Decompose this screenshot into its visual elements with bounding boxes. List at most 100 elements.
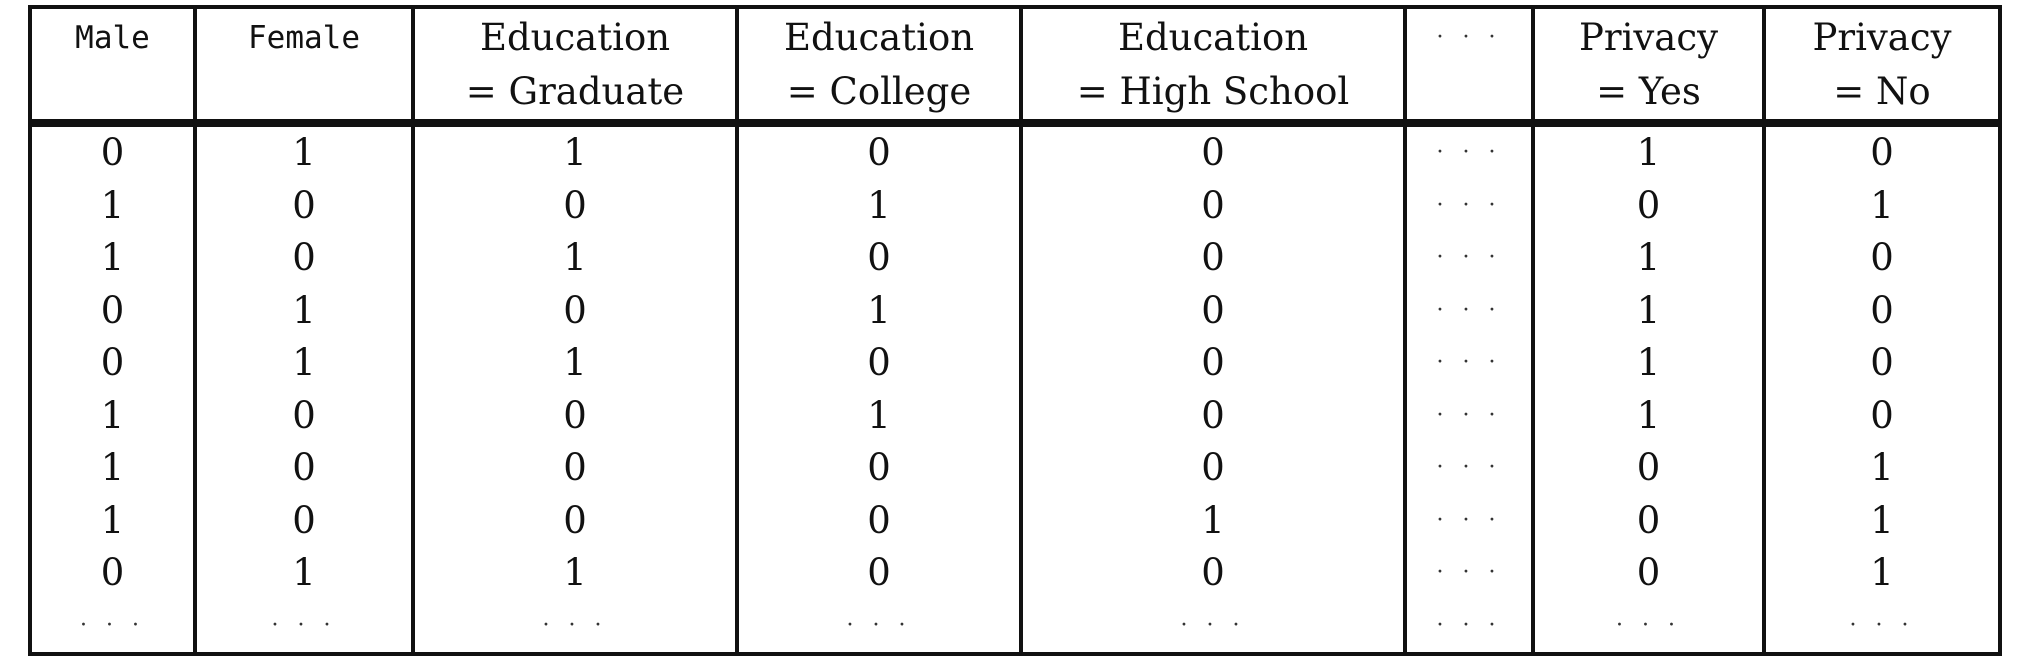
table-cell-ellipsis: · · · <box>1403 232 1535 285</box>
table-cell-privacy-yes: 0 <box>1531 494 1766 547</box>
table-row: 1 0 0 1 0 · · · 1 0 <box>28 389 2002 442</box>
table-cell-ellipsis: · · · <box>1403 442 1535 495</box>
table-row: 0 1 1 0 0 · · · 1 0 <box>28 123 2002 180</box>
table-cell-female: 1 <box>193 547 415 600</box>
column-header-education-high-school: Education = High School <box>1019 5 1407 127</box>
table-cell-education-high-school: 0 <box>1019 337 1407 390</box>
table-cell-education-college: 1 <box>735 284 1023 337</box>
table-cell-male: 1 <box>28 232 197 285</box>
table-cell-education-graduate: 1 <box>411 232 739 285</box>
table-cell-privacy-yes: · · · <box>1531 599 1766 656</box>
table-cell-education-graduate: 1 <box>411 337 739 390</box>
column-header-label: Privacy <box>1812 16 1952 59</box>
table-cell-ellipsis: · · · <box>1403 494 1535 547</box>
one-hot-encoding-table-container: Male Female Education = Graduate Education = … <box>28 5 2002 656</box>
table-cell-privacy-no: 1 <box>1762 179 2002 232</box>
table-cell-education-college: 0 <box>735 123 1023 180</box>
table-cell-privacy-yes: 1 <box>1531 284 1766 337</box>
table-cell-education-college: 1 <box>735 389 1023 442</box>
table-cell-male: 1 <box>28 442 197 495</box>
table-cell-male: 1 <box>28 179 197 232</box>
table-cell-male: · · · <box>28 599 197 656</box>
table-cell-education-graduate: 0 <box>411 442 739 495</box>
table-cell-education-college: 0 <box>735 232 1023 285</box>
table-cell-female: 0 <box>193 389 415 442</box>
one-hot-encoding-table: Male Female Education = Graduate Education = … <box>28 5 2002 656</box>
table-cell-education-high-school: 0 <box>1019 389 1407 442</box>
table-cell-privacy-yes: 1 <box>1531 337 1766 390</box>
table-cell-education-high-school: 0 <box>1019 232 1407 285</box>
table-cell-female: 0 <box>193 232 415 285</box>
column-header-label: Education <box>479 16 671 59</box>
table-cell-privacy-no: 0 <box>1762 123 2002 180</box>
table-cell-education-graduate: 0 <box>411 494 739 547</box>
column-header-label: Education <box>1117 16 1309 59</box>
table-row: 0 1 1 0 0 · · · 1 0 <box>28 337 2002 390</box>
column-header-label: Male <box>75 20 150 56</box>
column-header-label: Education <box>783 16 975 59</box>
table-cell-education-college: 0 <box>735 547 1023 600</box>
table-body: 0 1 1 0 0 · · · 1 0 1 0 0 1 0 · · · 0 1 1 0 1 0 0 · · · 1 0 0 1 0 1… <box>28 123 2002 656</box>
table-cell-male: 0 <box>28 547 197 600</box>
table-cell-female: 1 <box>193 284 415 337</box>
column-header-label: Female <box>248 20 360 56</box>
table-cell-ellipsis: · · · <box>1403 179 1535 232</box>
table-cell-ellipsis: · · · <box>1403 123 1535 180</box>
table-cell-ellipsis: · · · <box>1403 547 1535 600</box>
column-header-privacy-yes: Privacy = Yes <box>1531 5 1766 127</box>
table-cell-privacy-no: 0 <box>1762 232 2002 285</box>
table-cell-female: 1 <box>193 123 415 180</box>
table-row: 0 1 0 1 0 · · · 1 0 <box>28 284 2002 337</box>
table-cell-female: 0 <box>193 442 415 495</box>
column-header-sublabel: = Yes <box>1596 70 1701 113</box>
table-cell-education-high-school: 1 <box>1019 494 1407 547</box>
table-cell-ellipsis: · · · <box>1403 284 1535 337</box>
table-cell-education-high-school: 0 <box>1019 284 1407 337</box>
table-row: 1 0 0 0 1 · · · 0 1 <box>28 494 2002 547</box>
table-cell-privacy-yes: 1 <box>1531 389 1766 442</box>
table-cell-privacy-yes: 0 <box>1531 547 1766 600</box>
table-cell-education-college: 1 <box>735 179 1023 232</box>
table-cell-education-high-school: 0 <box>1019 123 1407 180</box>
table-row: 0 1 1 0 0 · · · 0 1 <box>28 547 2002 600</box>
table-row: 1 0 0 1 0 · · · 0 1 <box>28 179 2002 232</box>
table-cell-ellipsis: · · · <box>1403 337 1535 390</box>
table-cell-privacy-no: 1 <box>1762 547 2002 600</box>
table-cell-education-high-school: 0 <box>1019 442 1407 495</box>
table-cell-privacy-no: 0 <box>1762 284 2002 337</box>
table-row: · · · · · · · · · · · · · · · · · · · · · · · · <box>28 599 2002 656</box>
table-cell-privacy-no: 0 <box>1762 337 2002 390</box>
column-header-sublabel: = College <box>786 70 972 113</box>
table-cell-education-college: 0 <box>735 337 1023 390</box>
table-cell-education-college: 0 <box>735 494 1023 547</box>
table-cell-education-graduate: · · · <box>411 599 739 656</box>
table-cell-education-college: 0 <box>735 442 1023 495</box>
column-header-sublabel: = Graduate <box>465 70 685 113</box>
table-cell-education-graduate: 1 <box>411 547 739 600</box>
table-cell-privacy-yes: 0 <box>1531 179 1766 232</box>
table-header: Male Female Education = Graduate Education = … <box>28 5 2002 127</box>
table-cell-female: 0 <box>193 494 415 547</box>
table-cell-male: 1 <box>28 494 197 547</box>
column-header-male: Male <box>28 5 197 127</box>
table-cell-female: 0 <box>193 179 415 232</box>
header-row: Male Female Education = Graduate Education = … <box>28 5 2002 127</box>
column-header-education-graduate: Education = Graduate <box>411 5 739 127</box>
table-row: 1 0 0 0 0 · · · 0 1 <box>28 442 2002 495</box>
table-cell-male: 0 <box>28 123 197 180</box>
column-header-education-college: Education = College <box>735 5 1023 127</box>
table-cell-ellipsis: · · · <box>1403 389 1535 442</box>
table-cell-privacy-no: 1 <box>1762 494 2002 547</box>
column-header-sublabel: = No <box>1833 70 1931 113</box>
table-cell-privacy-no: 1 <box>1762 442 2002 495</box>
column-header-ellipsis: · · · <box>1403 5 1535 127</box>
table-cell-male: 0 <box>28 284 197 337</box>
table-cell-education-high-school: 0 <box>1019 547 1407 600</box>
table-cell-education-high-school: 0 <box>1019 179 1407 232</box>
table-row: 1 0 1 0 0 · · · 1 0 <box>28 232 2002 285</box>
table-cell-ellipsis: · · · <box>1403 599 1535 656</box>
table-cell-privacy-yes: 1 <box>1531 123 1766 180</box>
table-cell-education-graduate: 0 <box>411 389 739 442</box>
column-header-label: Privacy <box>1578 16 1718 59</box>
table-cell-privacy-no: 0 <box>1762 389 2002 442</box>
